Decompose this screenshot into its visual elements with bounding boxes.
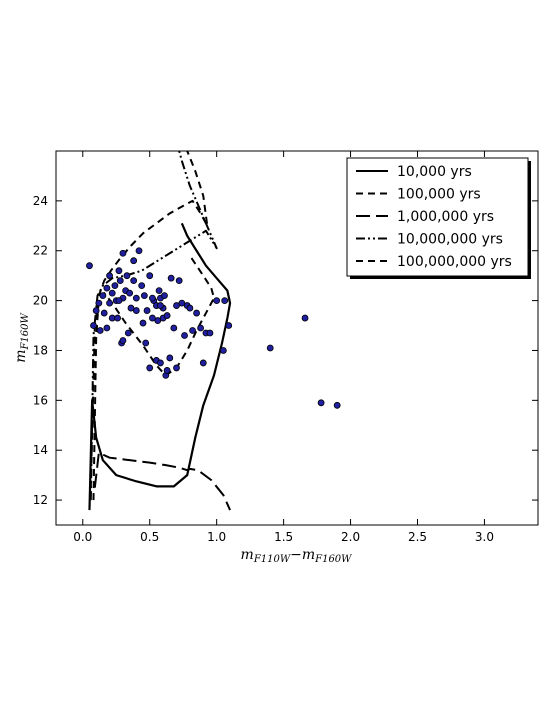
data-point: [166, 354, 174, 362]
legend-label: 10,000 yrs: [397, 164, 472, 180]
legend: 10,000 yrs 100,000 yrs 1,000,000 yrs 10,000…: [346, 157, 531, 279]
data-point: [206, 329, 214, 337]
data-point: [135, 247, 143, 255]
data-point: [317, 399, 325, 407]
series-line-1: [88, 222, 232, 511]
data-point: [143, 307, 151, 314]
series-line-5: [89, 151, 209, 488]
data-point: [119, 249, 127, 257]
data-point: [126, 289, 134, 297]
data-point: [95, 299, 103, 307]
x-axis-title: mF110W−mF160W: [241, 547, 353, 565]
data-point: [167, 274, 175, 282]
data-point: [178, 299, 186, 307]
scatter-points: [86, 247, 341, 409]
data-point: [90, 322, 97, 329]
y-tick-label: 16: [33, 393, 48, 407]
plot-frame: [55, 150, 539, 526]
data-point: [106, 272, 113, 280]
data-point: [130, 257, 138, 265]
data-point: [219, 347, 227, 354]
y-tick-label: 18: [33, 343, 48, 357]
data-point: [142, 339, 150, 347]
data-point: [115, 297, 123, 305]
x-tick-label: 1.0: [207, 530, 226, 544]
data-point: [132, 294, 140, 302]
data-point: [193, 309, 200, 317]
data-point: [301, 314, 309, 322]
series-line-3: [93, 451, 231, 511]
data-point: [266, 344, 274, 352]
data-point: [146, 272, 154, 280]
data-point: [127, 304, 135, 312]
data-point: [148, 314, 156, 322]
x-tick-label: 2.5: [408, 530, 427, 544]
data-point: [161, 292, 168, 300]
data-point: [155, 287, 163, 295]
data-point: [148, 294, 156, 302]
data-point: [163, 367, 171, 374]
data-point: [140, 292, 148, 300]
data-point: [157, 359, 164, 367]
data-point: [221, 297, 229, 305]
data-point: [99, 292, 107, 300]
data-point: [333, 401, 341, 409]
data-point: [173, 302, 180, 309]
data-point: [186, 304, 194, 312]
data-point: [96, 327, 104, 334]
y-tick-label: 14: [33, 443, 48, 457]
data-point: [154, 317, 162, 324]
data-point: [225, 322, 233, 329]
data-point: [175, 277, 183, 285]
x-tick-label: 1.5: [274, 530, 293, 544]
data-point: [197, 324, 205, 332]
data-point: [114, 314, 121, 322]
data-point: [103, 324, 111, 332]
data-point: [213, 297, 221, 305]
legend-label: 1,000,000 yrs: [397, 209, 494, 225]
data-point: [86, 262, 93, 270]
data-point: [100, 309, 108, 317]
data-point: [146, 364, 154, 372]
y-tick-label: 22: [33, 244, 48, 258]
data-point: [173, 364, 180, 372]
data-point: [119, 337, 127, 344]
axis-ticks: 0.0 0.5 1.0 1.5 2.0 2.5 3.0 12 14 16 18 20 22 24: [33, 151, 538, 544]
x-tick-label: 0.0: [73, 530, 92, 544]
data-point: [115, 267, 123, 275]
data-point: [163, 312, 171, 319]
data-point: [108, 289, 116, 297]
y-axis-title: mF160W: [13, 312, 31, 362]
x-tick-label: 3.0: [475, 530, 494, 544]
data-point: [189, 327, 196, 334]
y-tick-label: 20: [33, 294, 48, 308]
y-tick-label: 12: [33, 493, 48, 507]
data-point: [139, 319, 147, 327]
data-point: [92, 307, 100, 314]
legend-label: 100,000 yrs: [397, 187, 481, 203]
data-point: [170, 324, 178, 332]
data-point: [116, 277, 124, 285]
x-tick-label: 2.0: [341, 530, 360, 544]
y-tick-label: 24: [33, 194, 48, 208]
data-point: [130, 277, 138, 285]
data-point: [181, 332, 188, 339]
legend-label: 100,000,000 yrs: [397, 254, 512, 270]
data-point: [199, 359, 207, 367]
data-point: [124, 329, 132, 337]
x-tick-label: 0.5: [140, 530, 159, 544]
data-point: [103, 284, 111, 292]
legend-label: 10,000,000 yrs: [397, 232, 503, 248]
data-point: [157, 302, 164, 309]
data-point: [138, 282, 146, 290]
data-point: [123, 272, 131, 280]
data-point: [106, 299, 113, 307]
data-point: [111, 282, 119, 290]
series-line-4: [89, 151, 218, 501]
data-point: [132, 307, 140, 314]
